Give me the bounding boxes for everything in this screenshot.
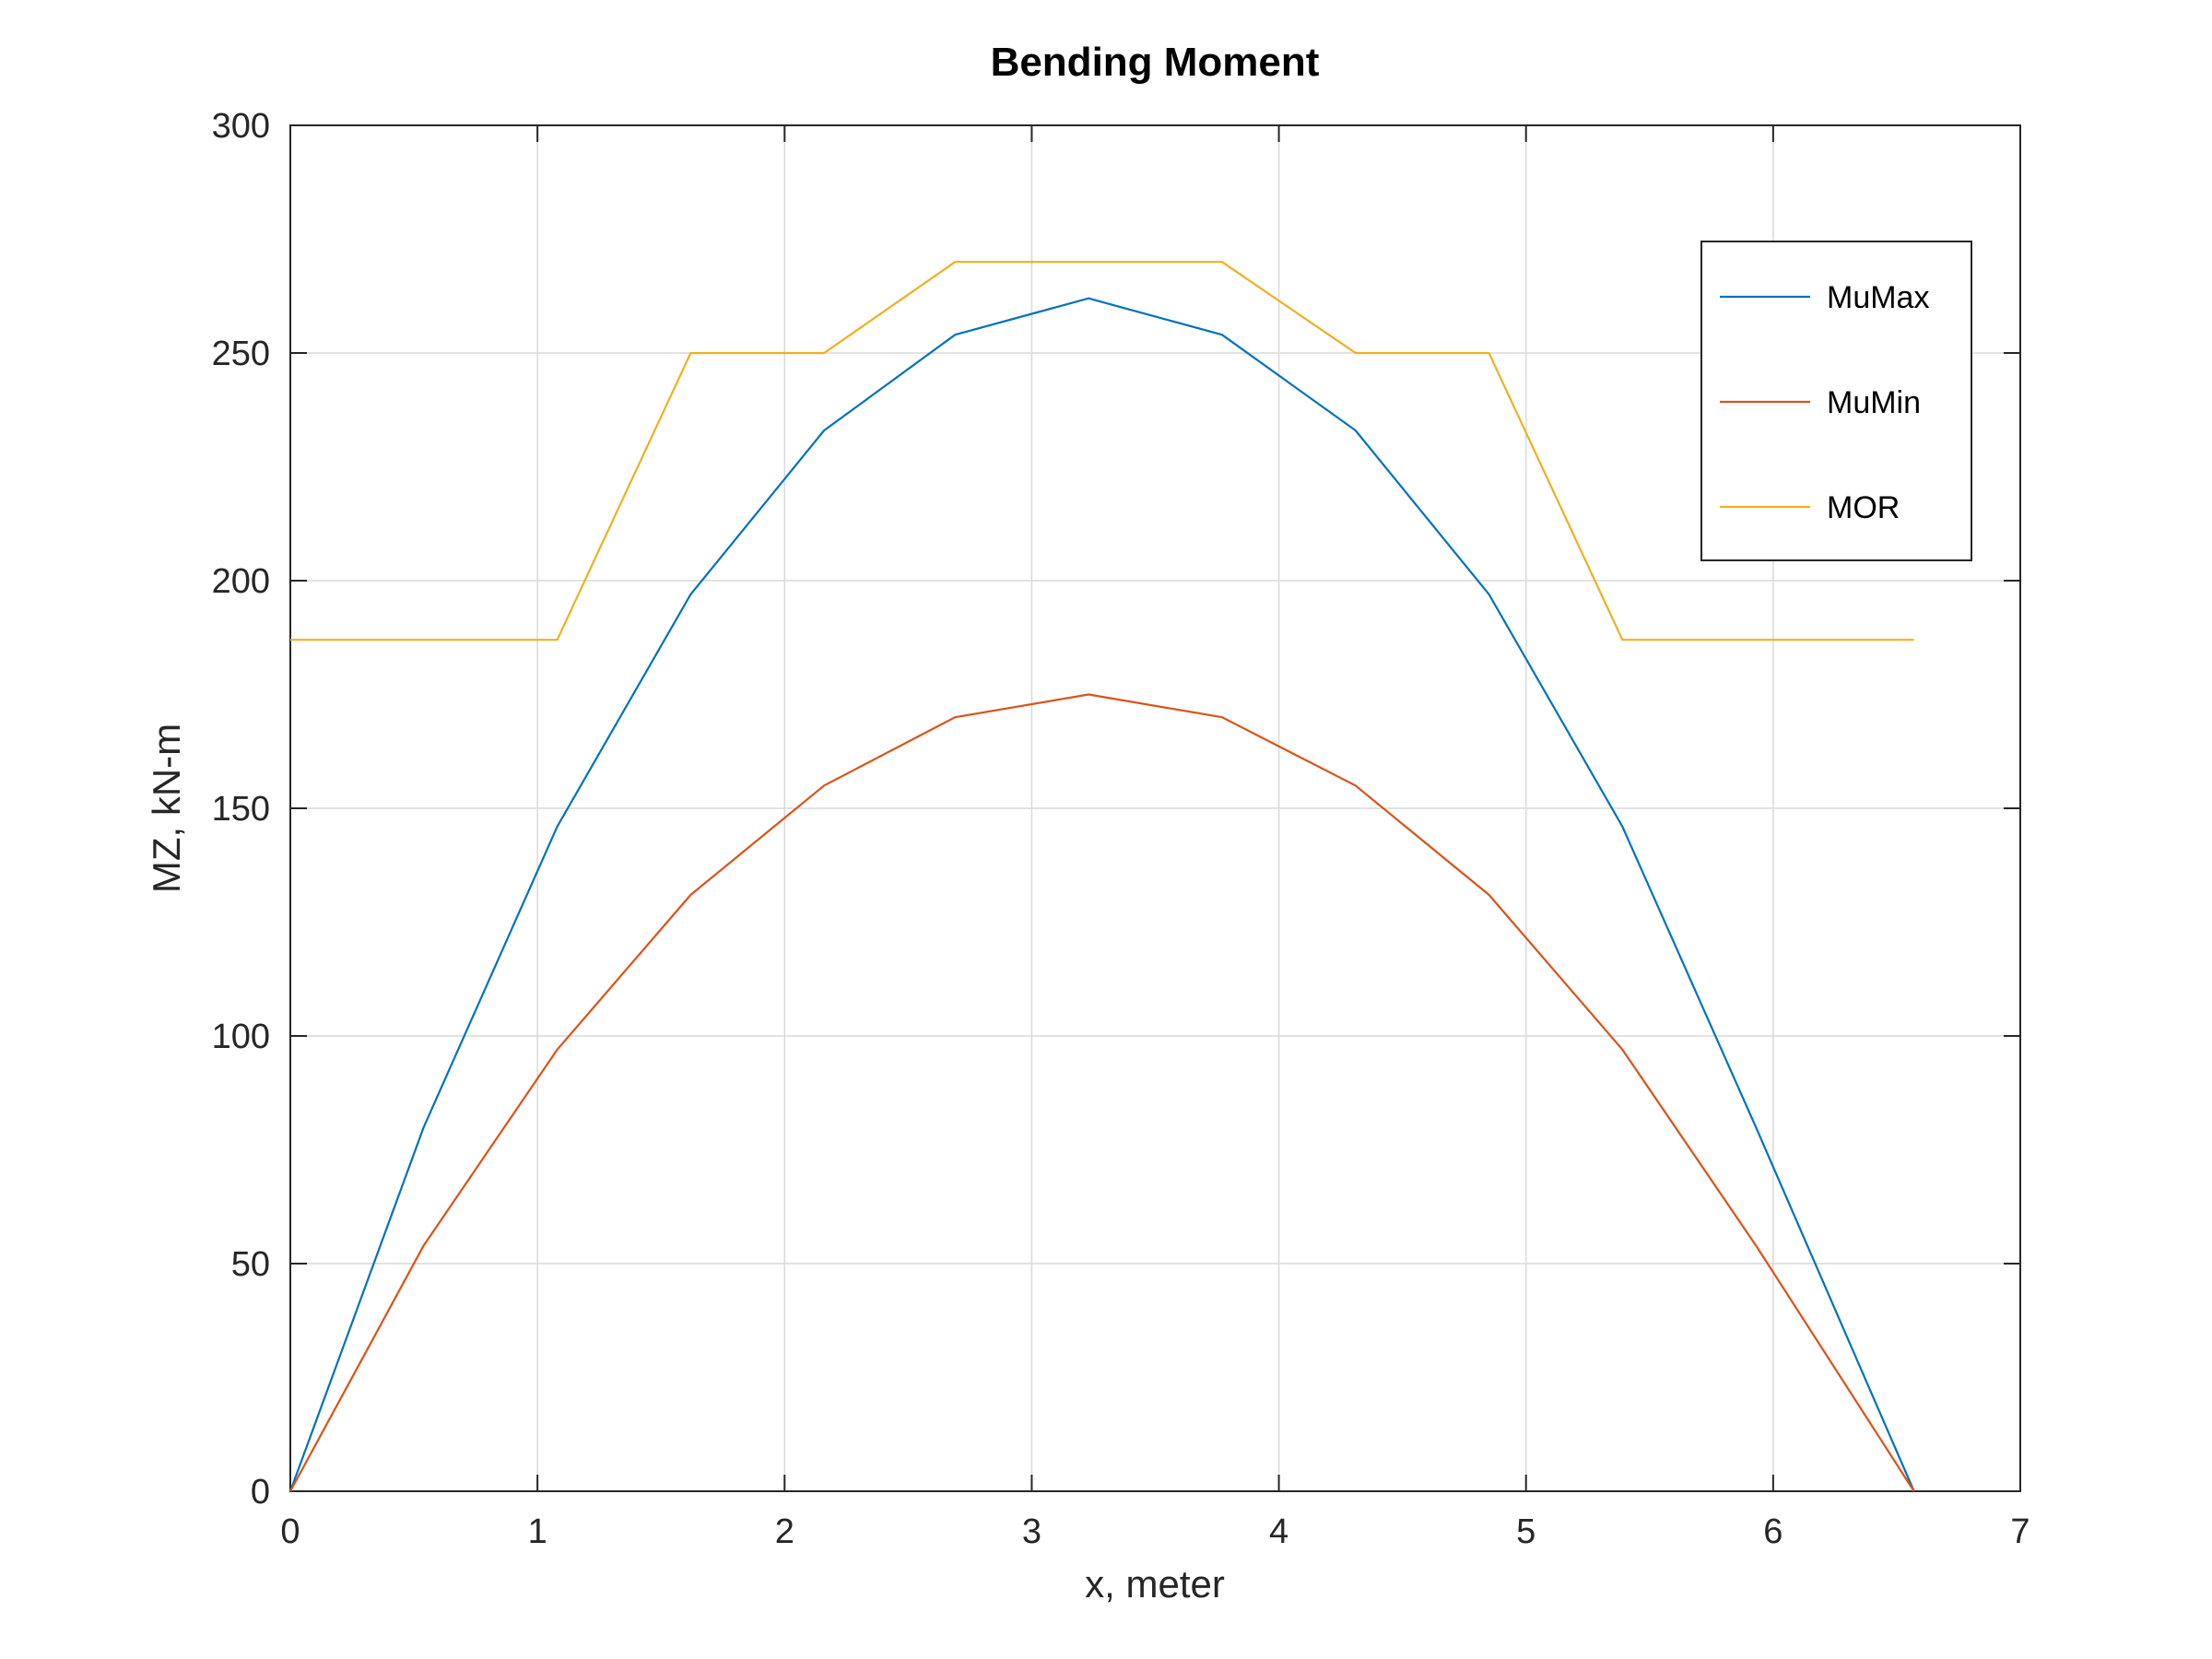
y-tick-label: 100 — [212, 1018, 270, 1056]
series-line-mumin — [289, 693, 1915, 1492]
x-tick-label: 4 — [1269, 1512, 1288, 1551]
x-tick-label: 2 — [775, 1512, 794, 1551]
chart-title: Bending Moment — [991, 40, 1320, 85]
legend-label-mor: MOR — [1827, 490, 1900, 525]
y-axis-label: MZ, kN-m — [145, 724, 188, 893]
x-tick-label: 5 — [1516, 1512, 1535, 1551]
x-tick-label: 1 — [528, 1512, 547, 1551]
y-tick-label: 150 — [212, 790, 270, 829]
y-tick-label: 50 — [231, 1245, 270, 1284]
series-line-mor — [290, 261, 1914, 641]
y-tick-label: 300 — [212, 107, 270, 146]
x-tick-label: 0 — [280, 1512, 300, 1551]
legend: MuMax MuMin MOR — [1700, 241, 1972, 561]
x-axis-label: x, meter — [1085, 1562, 1225, 1606]
series-line-mumax — [288, 297, 1915, 1492]
axis-ticks: 0 1 2 3 4 5 6 7 0 50 100 150 200 250 300 — [212, 107, 2030, 1551]
series-lines — [288, 261, 1915, 1492]
y-tick-label: 200 — [212, 562, 270, 601]
x-tick-label: 7 — [2010, 1512, 2030, 1551]
legend-label-mumin: MuMin — [1827, 385, 1921, 420]
legend-label-mumax: MuMax — [1827, 280, 1929, 315]
x-tick-label: 6 — [1763, 1512, 1783, 1551]
y-tick-label: 0 — [251, 1473, 270, 1512]
y-tick-label: 250 — [212, 335, 270, 373]
x-tick-label: 3 — [1022, 1512, 1041, 1551]
legend-items: MuMax MuMin MOR — [1720, 280, 1929, 525]
